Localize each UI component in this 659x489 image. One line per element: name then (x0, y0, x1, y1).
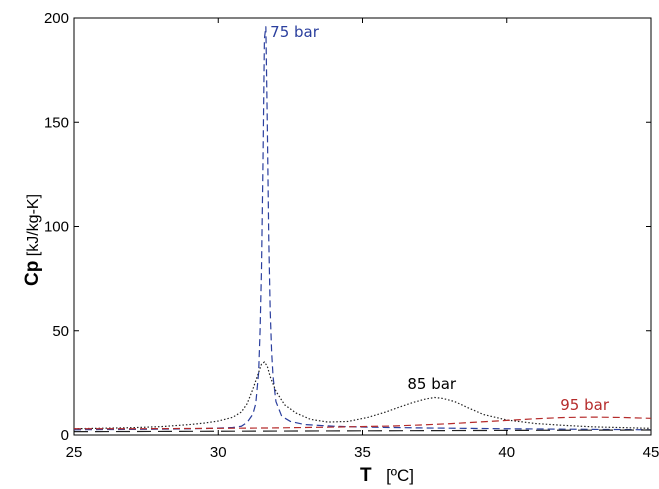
series-line-baseline-3 (73, 429, 652, 433)
y-tick-label: 50 (52, 323, 69, 340)
x-tick-label: 35 (354, 444, 371, 461)
series-label-85-bar: 85 bar (407, 375, 457, 393)
y-axis-title: Cp [kJ/kg-K] (22, 194, 43, 286)
series-label-95-bar: 95 bar (560, 396, 610, 414)
y-tick-label: 200 (44, 10, 69, 27)
y-tick-label: 150 (44, 114, 69, 131)
y-axis-title-unit: [kJ/kg-K] (25, 194, 42, 256)
plot-frame (73, 17, 652, 436)
series-layer (73, 26, 652, 433)
series-line-75-bar (73, 26, 652, 431)
x-axis-title-unit: [ºC] (386, 466, 414, 485)
series-label-75-bar: 75 bar (270, 23, 320, 41)
x-tick-label: 40 (498, 444, 515, 461)
x-axis-title-main: T (360, 465, 372, 486)
x-tick-label: 25 (66, 444, 83, 461)
x-tick-label: 45 (643, 444, 659, 461)
y-axis-title-main: Cp (22, 261, 43, 286)
y-tick-label: 0 (61, 427, 69, 444)
ticks-layer: 25 30 35 40 45 0 50 100 150 200 (44, 10, 659, 461)
series-line-95-bar (74, 416, 652, 430)
x-axis-title: T [ºC] (360, 465, 414, 486)
y-tick-label: 100 (44, 219, 69, 236)
annotation-layer: 75 bar 85 bar 95 bar (270, 23, 610, 414)
plot-area-border (73, 17, 652, 436)
series-line-85-bar (73, 361, 652, 430)
x-tick-label: 30 (210, 444, 227, 461)
